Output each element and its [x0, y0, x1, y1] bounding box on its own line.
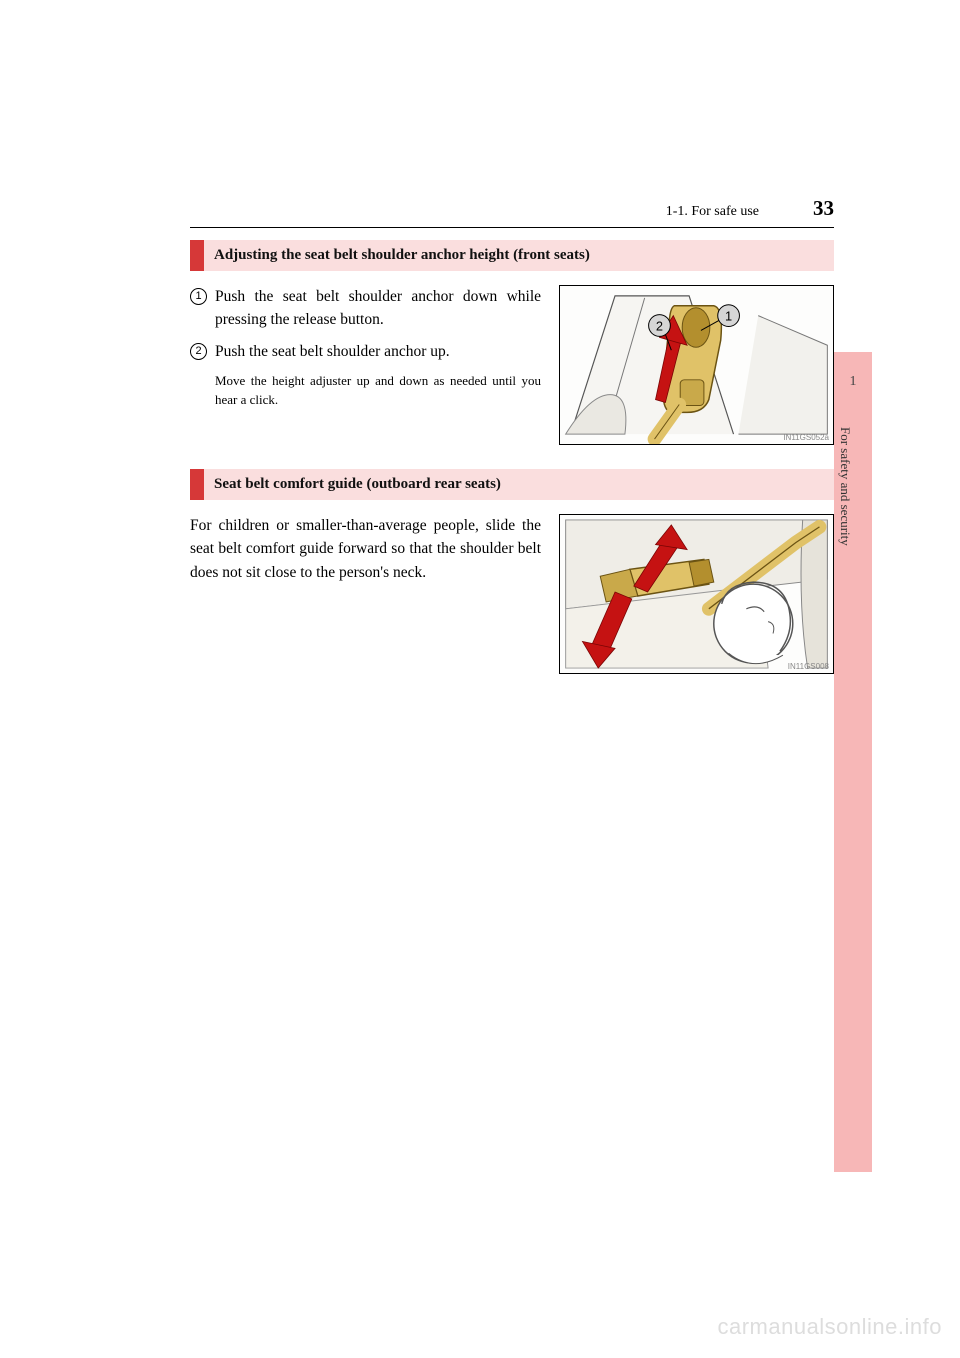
step-text: Push the seat belt shoulder anchor down …: [215, 285, 541, 332]
section-body-anchor: 1 Push the seat belt shoulder anchor dow…: [190, 285, 834, 445]
step-number-icon: 2: [190, 343, 207, 360]
page-number: 33: [813, 196, 834, 221]
figure-id: IN11GS008: [788, 662, 829, 671]
side-tab-number: 1: [834, 374, 872, 390]
text-column-anchor: 1 Push the seat belt shoulder anchor dow…: [190, 285, 541, 445]
step-number-icon: 1: [190, 288, 207, 305]
section-heading-comfort: Seat belt comfort guide (outboard rear s…: [190, 469, 834, 500]
step-2: 2 Push the seat belt shoulder anchor up.: [190, 340, 541, 363]
side-tab: 1 For safety and security: [834, 352, 872, 1172]
figure-id: IN11GS052a: [783, 433, 829, 442]
side-tab-label: For safety and security: [837, 427, 853, 546]
step-1: 1 Push the seat belt shoulder anchor dow…: [190, 285, 541, 332]
step-note: Move the height adjuster up and down as …: [215, 371, 541, 410]
comfort-illustration: [560, 515, 833, 673]
section-heading-anchor: Adjusting the seat belt shoulder anchor …: [190, 240, 834, 271]
callout-2: 2: [656, 318, 663, 333]
step-text: Push the seat belt shoulder anchor up.: [215, 340, 541, 363]
callout-1: 1: [725, 309, 732, 324]
figure-comfort-guide: IN11GS008: [559, 514, 834, 674]
figure-anchor-height: 1 2 IN11GS052a: [559, 285, 834, 445]
header-section-label: 1-1. For safe use: [666, 204, 759, 220]
section-body-comfort: For children or smaller-than-average peo…: [190, 514, 834, 674]
watermark: carmanualsonline.info: [717, 1314, 942, 1340]
comfort-paragraph: For children or smaller-than-average peo…: [190, 514, 541, 584]
anchor-illustration: 1 2: [560, 286, 833, 444]
text-column-comfort: For children or smaller-than-average peo…: [190, 514, 541, 674]
content-area: Adjusting the seat belt shoulder anchor …: [190, 240, 834, 698]
page-header: 1-1. For safe use 33: [190, 196, 834, 228]
